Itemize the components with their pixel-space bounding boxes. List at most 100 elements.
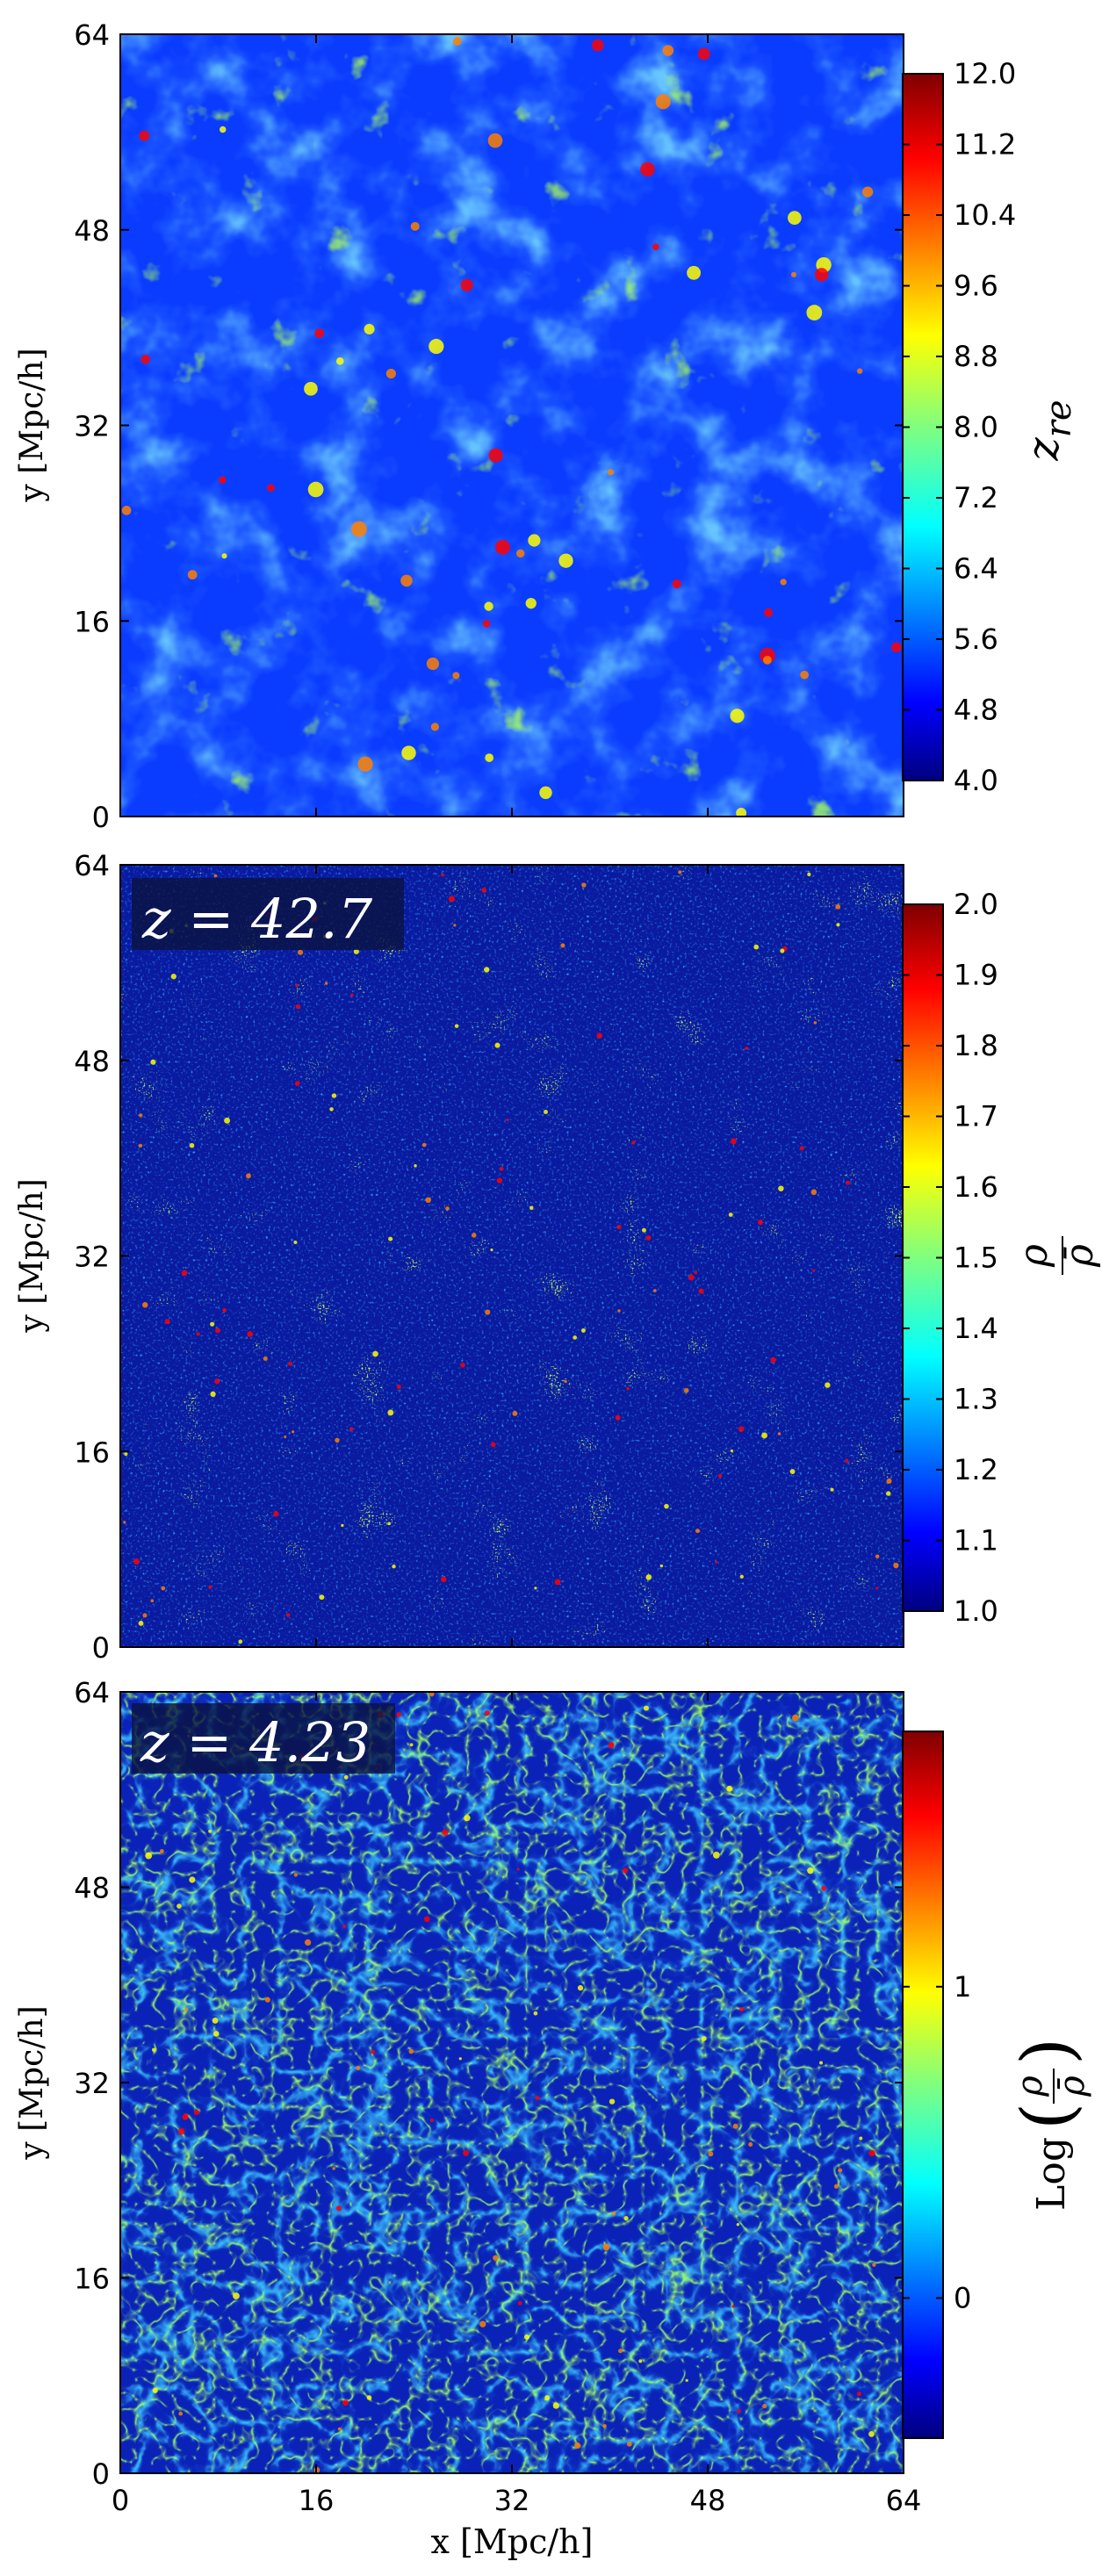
hotspot (429, 1692, 435, 1697)
heatmap-image-zre (120, 34, 904, 817)
colorbar-label-density-early: ρ ρ̄ (1012, 1236, 1102, 1275)
hotspot (790, 271, 797, 277)
y-tick-label: 0 (92, 1631, 110, 1665)
hotspot (631, 1140, 636, 1145)
hotspot (810, 1189, 817, 1196)
hotspot (512, 1410, 518, 1416)
colorbar-tick-label: 5.6 (954, 622, 998, 656)
hotspot (791, 1714, 799, 1722)
hotspot (484, 601, 493, 611)
hotspot (573, 1335, 578, 1340)
hotspot (856, 2391, 861, 2397)
hotspot (335, 356, 344, 365)
hotspot (294, 1081, 300, 1086)
hotspot (215, 1328, 220, 1334)
colorbar-tick-label: 12.0 (954, 57, 1016, 90)
hotspot (748, 2141, 753, 2148)
hotspot (176, 1903, 182, 1909)
hotspot (138, 1621, 144, 1626)
hotspot-layer (123, 870, 899, 1644)
svg-text:Log: Log (1029, 2137, 1074, 2211)
colorbar-tick-label: 1.8 (954, 1029, 998, 1062)
hotspot (736, 2222, 740, 2227)
hotspot (295, 1004, 300, 1010)
hotspot (408, 2048, 414, 2054)
hotspot (872, 2263, 876, 2267)
y-tick-label: 0 (92, 2457, 110, 2491)
hotspot (267, 484, 275, 493)
colorbar-ticks-density-early: 1.0 1.1 1.2 1.3 1.4 1.5 1.6 1.7 1.8 1.9 2.0 (902, 888, 998, 1628)
hotspot (429, 338, 444, 355)
hotspot (789, 1469, 796, 1474)
hotspot (121, 506, 132, 515)
hotspot (210, 1391, 216, 1397)
hotspot (534, 1587, 537, 1590)
hotspot (640, 162, 655, 177)
hotspot (423, 1916, 430, 1923)
hotspot (821, 1885, 827, 1891)
hotspot (577, 1985, 584, 1991)
hotspot (655, 94, 671, 110)
y-tick-label: 16 (74, 605, 110, 638)
y-tick-label: 16 (74, 2263, 110, 2296)
hotspot (246, 1173, 251, 1179)
hotspot (396, 1712, 401, 1717)
hotspot (263, 1356, 268, 1361)
hotspot (400, 574, 413, 587)
hotspot (421, 1142, 427, 1148)
colorbar-tick-label: 1.3 (954, 1383, 998, 1416)
colorbar-tick-label: 11.2 (954, 128, 1016, 162)
hotspot (757, 1220, 763, 1226)
hotspot (580, 1328, 586, 1333)
hotspot (297, 949, 304, 955)
hotspot (875, 1554, 880, 1559)
hotspot (762, 2403, 767, 2409)
colorbar-tick-label: 1.0 (954, 1594, 998, 1628)
hotspot (150, 1599, 155, 1603)
hotspot (441, 1576, 447, 1583)
hotspot (471, 1233, 477, 1238)
hotspot (325, 982, 328, 985)
hotspot (717, 1473, 723, 1478)
y-axis-label: y [Mpc/h] (14, 2005, 50, 2160)
hotspot (442, 1829, 449, 1836)
hotspot (814, 268, 829, 282)
hotspot (353, 948, 359, 954)
hotspot (485, 1309, 491, 1315)
colorbar-tick-label: 8.0 (954, 411, 998, 444)
axes-panel-2: 0 16 32 48 64 (74, 849, 904, 1665)
hotspot (414, 1163, 417, 1168)
hotspot (214, 1378, 220, 1385)
y-tick-label: 48 (74, 1045, 110, 1078)
colorbar-tick-label: 9.6 (954, 270, 998, 303)
hotspot (780, 948, 785, 953)
hotspot (715, 1560, 718, 1564)
hotspot (838, 2168, 843, 2173)
hotspot (233, 2292, 240, 2299)
hotspot (813, 1021, 817, 1025)
hotspot (479, 2321, 486, 2328)
hotspot (685, 2378, 688, 2382)
hotspot (596, 1033, 602, 1039)
colorbar-tick-label: 4.8 (954, 694, 998, 727)
hotspot (141, 1302, 148, 1308)
hotspot (484, 967, 490, 973)
hotspot (712, 1851, 720, 1859)
hotspot (342, 1925, 347, 1929)
hotspot (452, 37, 462, 46)
hotspot (293, 1240, 298, 1244)
hotspot (731, 2305, 735, 2308)
x-tick-label: 16 (299, 2484, 335, 2517)
x-tick-label: 48 (690, 2484, 726, 2517)
hotspot (761, 1432, 767, 1439)
hotspot (145, 1852, 153, 1860)
hotspot (247, 1331, 254, 1337)
colorbar-tick-label: 2.0 (954, 888, 998, 921)
hotspot (224, 1117, 231, 1124)
hotspot (307, 481, 324, 498)
hotspot (618, 2349, 623, 2354)
hotspot (210, 1321, 215, 1327)
hotspot (138, 1143, 143, 1148)
hotspot (780, 579, 787, 586)
